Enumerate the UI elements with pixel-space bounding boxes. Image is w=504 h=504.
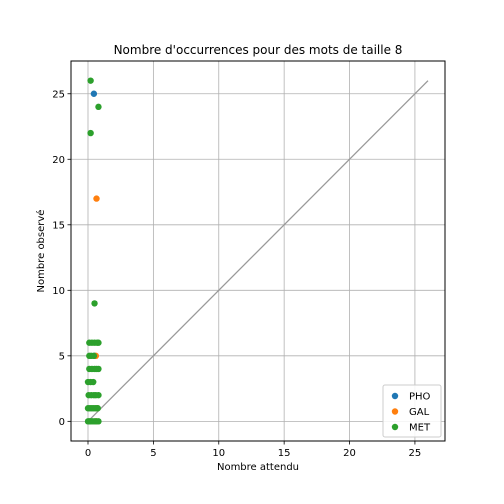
reference-line bbox=[87, 80, 429, 422]
x-tick-label: 5 bbox=[150, 448, 156, 459]
x-axis-ticks: 0 5 10 15 20 25 bbox=[85, 441, 421, 459]
legend-label-gal: GAL bbox=[409, 407, 430, 418]
x-tick-label: 0 bbox=[85, 448, 91, 459]
data-point-met bbox=[95, 391, 102, 399]
chart-title: Nombre d'occurrences pour des mots de ta… bbox=[114, 43, 403, 57]
grid bbox=[71, 61, 445, 441]
x-tick-label: 15 bbox=[278, 448, 291, 459]
y-tick-label: 20 bbox=[52, 155, 65, 166]
x-tick-label: 25 bbox=[409, 448, 422, 459]
legend-box bbox=[382, 384, 442, 438]
data-point-pho bbox=[90, 90, 98, 97]
data-point-met bbox=[90, 378, 97, 386]
data-point-met bbox=[95, 103, 102, 111]
x-tick-label: 20 bbox=[343, 448, 356, 459]
data-point-met bbox=[87, 77, 94, 84]
x-axis-label: Nombre attendu bbox=[217, 462, 299, 473]
data-point-met bbox=[95, 339, 102, 346]
data-point-met bbox=[87, 129, 94, 137]
plot-frame bbox=[70, 60, 446, 442]
y-tick-label: 15 bbox=[52, 220, 65, 231]
y-axis-label: Nombre observé bbox=[35, 210, 47, 293]
legend-label-met: MET bbox=[409, 423, 431, 434]
y-tick-label: 10 bbox=[52, 286, 65, 297]
data-point-met bbox=[95, 365, 102, 373]
data-point-gal bbox=[93, 195, 100, 202]
data-point-met bbox=[94, 405, 102, 412]
legend-marker-met bbox=[391, 423, 399, 431]
y-tick-label: 5 bbox=[59, 351, 65, 362]
data-point-met bbox=[91, 300, 98, 307]
data-points bbox=[84, 77, 102, 425]
data-point-met bbox=[90, 352, 98, 360]
y-tick-label: 0 bbox=[59, 417, 65, 428]
y-axis-ticks: 0 5 10 15 20 25 bbox=[52, 89, 71, 428]
legend: PHO GAL MET bbox=[382, 384, 442, 438]
legend-label-pho: PHO bbox=[409, 392, 431, 403]
x-tick-label: 10 bbox=[212, 448, 225, 459]
y-tick-label: 25 bbox=[52, 89, 65, 100]
data-point-met bbox=[95, 418, 102, 425]
legend-marker-pho bbox=[391, 392, 399, 400]
legend-marker-gal bbox=[391, 408, 399, 415]
